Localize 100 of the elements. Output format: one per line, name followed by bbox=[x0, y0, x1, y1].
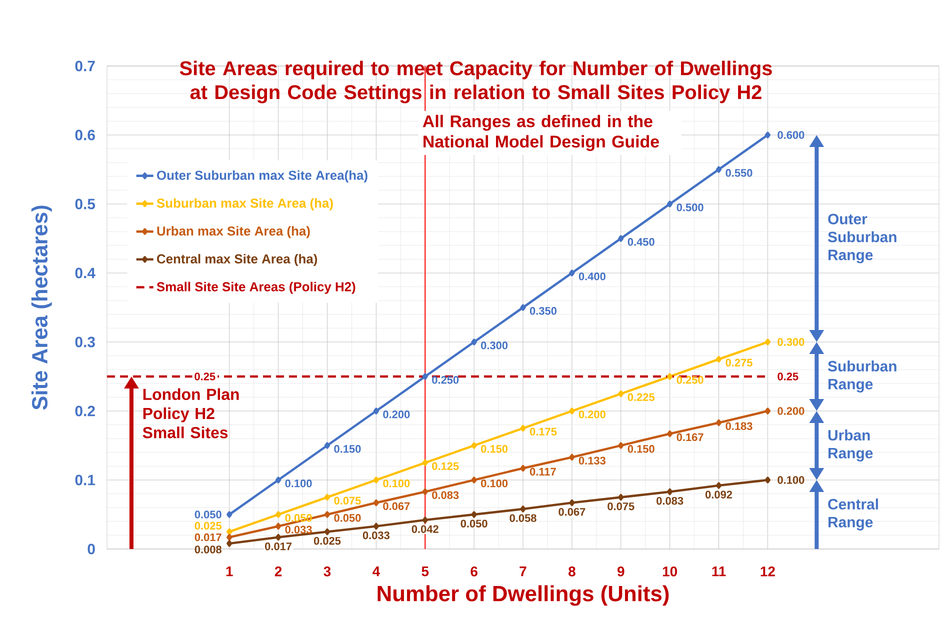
point bbox=[667, 488, 673, 496]
x-tick-label: 11 bbox=[712, 566, 726, 576]
data-label: 0.025 bbox=[314, 536, 341, 545]
data-label: 0.050 bbox=[460, 520, 488, 528]
point bbox=[324, 442, 330, 449]
point bbox=[618, 494, 624, 501]
point bbox=[471, 476, 477, 484]
annotation: Urban Range bbox=[828, 430, 873, 462]
x-tick-label: 1 bbox=[226, 566, 233, 576]
point bbox=[667, 430, 673, 438]
point bbox=[324, 528, 330, 536]
data-label: 0.025 bbox=[194, 522, 222, 530]
x-tick-label: 7 bbox=[520, 566, 526, 576]
point bbox=[716, 166, 722, 173]
point bbox=[569, 270, 575, 276]
data-label: 0.200 bbox=[578, 410, 606, 418]
data-label: 0.075 bbox=[334, 496, 361, 505]
y-tick-label: 0.6 bbox=[75, 130, 95, 140]
x-tick-label: 2 bbox=[274, 566, 282, 576]
data-label: 0.150 bbox=[334, 445, 361, 453]
data-label: 0.083 bbox=[656, 496, 684, 505]
x-tick-label: 8 bbox=[568, 566, 576, 576]
x-tick-label: 9 bbox=[617, 566, 624, 576]
legend-label: Suburban max Site Area (ha) bbox=[156, 198, 333, 210]
data-label: 0.017 bbox=[194, 533, 222, 542]
point bbox=[520, 464, 526, 472]
y-tick-label: 0 bbox=[88, 544, 95, 554]
data-label: 0.183 bbox=[726, 422, 752, 430]
annotation: Suburban Range bbox=[828, 360, 896, 392]
point bbox=[520, 506, 526, 512]
point bbox=[373, 522, 379, 530]
annotation: Central Range bbox=[828, 498, 878, 530]
data-label: 0.225 bbox=[628, 393, 655, 402]
data-label: 0.083 bbox=[432, 491, 459, 500]
data-label: 0.050 bbox=[285, 514, 312, 522]
x-tick-label: 10 bbox=[662, 566, 678, 576]
point bbox=[226, 534, 232, 541]
legend-label: Central max Site Area (ha) bbox=[157, 254, 318, 266]
point bbox=[373, 499, 379, 506]
point bbox=[569, 408, 575, 414]
data-label: 0.150 bbox=[481, 445, 508, 453]
point bbox=[667, 373, 673, 380]
data-label: 0.200 bbox=[778, 407, 804, 415]
data-label: 0.092 bbox=[705, 490, 732, 498]
point bbox=[618, 442, 624, 449]
point bbox=[422, 459, 428, 466]
data-label: 0.600 bbox=[778, 131, 804, 139]
data-label: 0.133 bbox=[578, 456, 606, 465]
data-label: 0.175 bbox=[530, 428, 557, 436]
y-tick-label: 0.7 bbox=[75, 60, 95, 72]
data-label: 0.067 bbox=[383, 502, 410, 510]
data-label: 0.075 bbox=[608, 502, 634, 510]
point bbox=[422, 488, 428, 496]
point bbox=[764, 338, 771, 346]
y-tick-label: 0.4 bbox=[75, 268, 96, 278]
data-label: 0.450 bbox=[628, 238, 654, 246]
data-label: 0.058 bbox=[510, 514, 536, 522]
data-label: 0.050 bbox=[334, 514, 361, 522]
data-label: 0.100 bbox=[285, 480, 312, 488]
legend-label: Small Site Site Areas (Policy H2) bbox=[156, 282, 356, 294]
annotation: London Plan Policy H2 Small Sites bbox=[142, 388, 239, 438]
point bbox=[324, 511, 330, 518]
data-label: 0.117 bbox=[530, 468, 556, 476]
y-tick-label: 0.1 bbox=[75, 474, 96, 486]
x-tick-label: 3 bbox=[324, 566, 331, 576]
point bbox=[471, 338, 477, 346]
data-label: 0.500 bbox=[676, 204, 704, 212]
point bbox=[226, 540, 232, 547]
data-label: 0.017 bbox=[265, 542, 292, 550]
point bbox=[275, 534, 282, 541]
data-label: 0.150 bbox=[628, 445, 654, 453]
point bbox=[422, 516, 428, 524]
y-tick-label: 0.3 bbox=[75, 336, 95, 348]
point bbox=[226, 528, 232, 536]
data-label: 0.033 bbox=[362, 531, 390, 540]
annotation: Outer Suburban Range bbox=[828, 214, 896, 264]
data-label: 0.250 bbox=[432, 376, 459, 384]
point bbox=[471, 442, 477, 449]
point bbox=[618, 235, 624, 242]
legend-label: Urban max Site Area (ha) bbox=[157, 226, 310, 238]
point bbox=[716, 419, 722, 426]
point bbox=[618, 390, 624, 398]
point bbox=[764, 408, 771, 414]
x-tick-label: 4 bbox=[372, 566, 380, 576]
point bbox=[716, 356, 722, 363]
data-label: 0.125 bbox=[432, 462, 459, 470]
data-label: 0.550 bbox=[726, 169, 752, 177]
data-label: 0.200 bbox=[383, 410, 410, 418]
point bbox=[324, 494, 330, 501]
x-axis-title: Number of Dwellings (Units) bbox=[378, 585, 669, 606]
point bbox=[716, 482, 722, 489]
point bbox=[373, 476, 379, 484]
point bbox=[520, 424, 526, 432]
data-label: 0.400 bbox=[578, 272, 606, 280]
annotation: All Ranges as defined in the National Model Design Guide bbox=[422, 114, 659, 152]
data-label: 0.050 bbox=[194, 510, 222, 518]
data-label: 0.25 bbox=[778, 372, 798, 380]
point bbox=[275, 511, 282, 518]
data-label: 0.033 bbox=[285, 526, 312, 534]
data-label: 0.067 bbox=[558, 508, 586, 516]
